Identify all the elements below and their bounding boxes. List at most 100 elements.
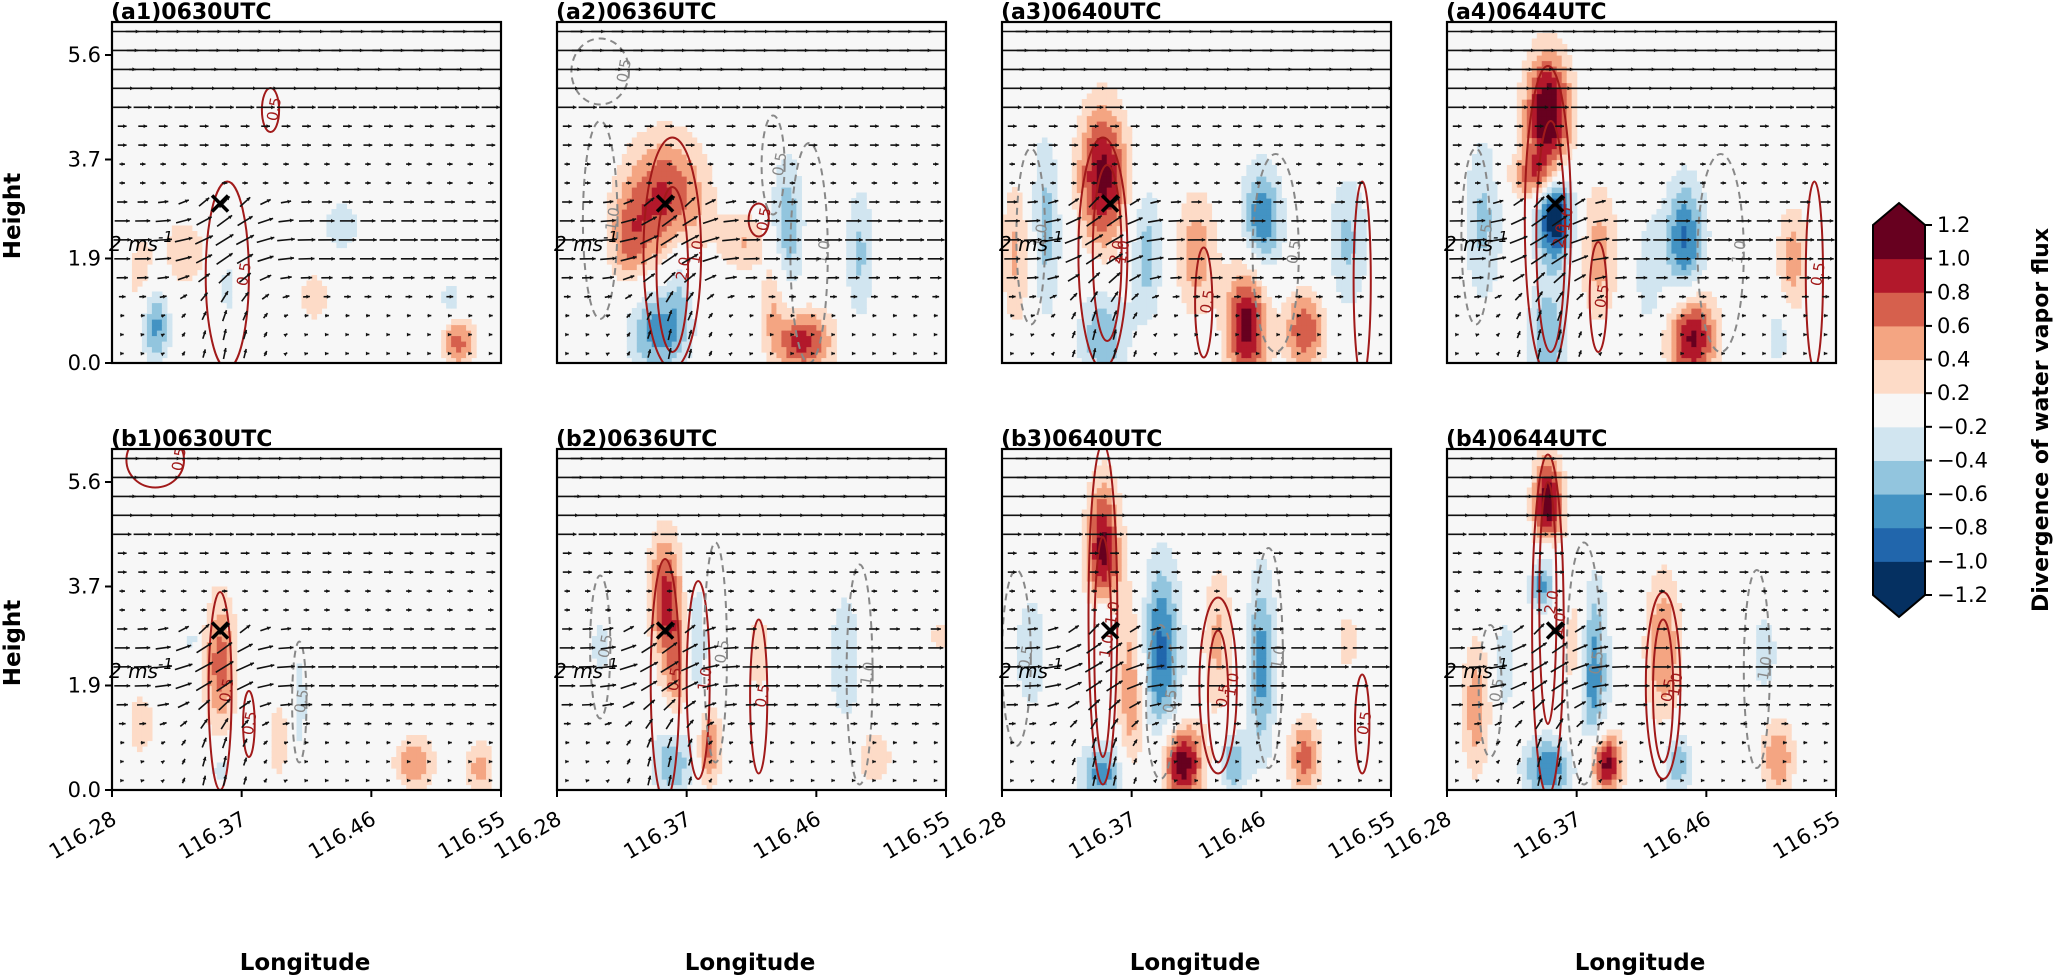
field-cell bbox=[616, 209, 623, 216]
contour-label: 2.0 bbox=[1106, 239, 1128, 266]
field-cell bbox=[1321, 341, 1327, 348]
wind-arrowhead bbox=[332, 105, 337, 110]
field-cell bbox=[631, 209, 638, 216]
field-cell bbox=[1106, 176, 1113, 183]
wind-arrowhead bbox=[1077, 255, 1082, 259]
field-cell bbox=[796, 225, 802, 232]
panel-plot-area: 1.02.00.51.00.5 bbox=[1002, 22, 1391, 363]
field-cell bbox=[1256, 313, 1262, 320]
field-cell bbox=[1101, 324, 1108, 331]
field-cell bbox=[1196, 302, 1203, 309]
field-cell bbox=[1116, 352, 1123, 359]
wind-arrowhead bbox=[1217, 143, 1222, 148]
field-cell bbox=[1071, 154, 1078, 161]
field-cell bbox=[671, 187, 678, 194]
field-cell bbox=[186, 264, 193, 271]
wind-arrowhead bbox=[875, 200, 880, 204]
field-cell bbox=[1231, 280, 1237, 287]
field-cell bbox=[796, 330, 802, 337]
wind-arrowhead bbox=[162, 294, 167, 299]
wind-arrowhead bbox=[187, 255, 192, 260]
wind-arrowhead bbox=[915, 294, 919, 299]
wind-arrowhead bbox=[1277, 181, 1282, 185]
field-cell bbox=[1356, 247, 1362, 254]
field-cell bbox=[1331, 231, 1337, 238]
field-cell bbox=[791, 313, 797, 320]
field-cell bbox=[676, 286, 683, 293]
field-cell bbox=[666, 319, 673, 326]
field-cell bbox=[1291, 357, 1297, 363]
field-cell bbox=[1301, 324, 1307, 331]
field-cell bbox=[1271, 209, 1277, 216]
field-cell bbox=[606, 242, 613, 249]
field-cell bbox=[831, 324, 837, 331]
field-cell bbox=[1206, 225, 1213, 232]
field-cell bbox=[1121, 159, 1128, 166]
wind-arrowhead bbox=[1320, 124, 1324, 129]
wind-arrowhead bbox=[368, 124, 373, 129]
field-cell bbox=[1106, 170, 1113, 177]
wind-arrowhead bbox=[1036, 218, 1041, 223]
wind-arrowhead bbox=[372, 256, 376, 261]
field-cell bbox=[1526, 357, 1533, 363]
wind-arrowhead bbox=[1338, 313, 1342, 318]
field-cell bbox=[1281, 352, 1287, 359]
field-cell bbox=[681, 280, 688, 287]
field-cell bbox=[621, 269, 628, 276]
field-cell bbox=[146, 302, 153, 309]
wind-arrowhead bbox=[851, 351, 856, 356]
wind-arrowhead bbox=[1222, 105, 1227, 110]
field-cell bbox=[1276, 253, 1282, 260]
field-cell bbox=[786, 253, 792, 260]
wind-arrowhead bbox=[900, 105, 904, 110]
field-cell bbox=[636, 137, 643, 144]
field-cell bbox=[1186, 280, 1193, 287]
field-cell bbox=[1091, 192, 1098, 199]
field-cell bbox=[666, 220, 673, 227]
field-cell bbox=[1121, 225, 1128, 232]
field-cell bbox=[1296, 286, 1302, 293]
field-cell bbox=[1091, 165, 1098, 172]
wind-arrowhead bbox=[771, 181, 775, 185]
field-cell bbox=[1046, 291, 1053, 298]
field-cell bbox=[676, 154, 683, 161]
wind-arrowhead bbox=[228, 253, 233, 257]
field-cell bbox=[1241, 291, 1247, 298]
field-cell bbox=[1311, 313, 1317, 320]
field-cell bbox=[1051, 247, 1058, 254]
field-cell bbox=[801, 313, 807, 320]
field-cell bbox=[1261, 258, 1267, 265]
field-cell bbox=[761, 341, 768, 348]
field-cell bbox=[1256, 297, 1262, 304]
field-cell bbox=[661, 170, 668, 177]
wind-arrowhead bbox=[872, 313, 877, 318]
field-cell bbox=[151, 291, 158, 298]
field-cell bbox=[1106, 242, 1113, 249]
field-cell bbox=[1241, 198, 1247, 205]
field-cell bbox=[1256, 324, 1262, 331]
field-cell bbox=[1041, 297, 1048, 304]
field-cell bbox=[1091, 148, 1098, 155]
field-cell bbox=[1221, 291, 1228, 298]
wind-arrowhead bbox=[496, 105, 500, 110]
field-cell bbox=[1261, 231, 1267, 238]
wind-arrowhead bbox=[917, 275, 921, 280]
wind-arrowhead bbox=[389, 124, 393, 129]
wind-arrowhead bbox=[203, 181, 207, 185]
wind-arrowhead bbox=[1378, 351, 1383, 356]
field-cell bbox=[1246, 220, 1252, 227]
field-cell bbox=[1341, 264, 1347, 271]
field-cell bbox=[1136, 242, 1143, 249]
wind-arrowhead bbox=[1050, 333, 1055, 337]
field-cell bbox=[1191, 258, 1198, 265]
field-cell bbox=[686, 242, 693, 249]
field-cell bbox=[1196, 297, 1203, 304]
field-cell bbox=[671, 346, 678, 353]
field-cell bbox=[636, 187, 643, 194]
field-cell bbox=[1096, 313, 1103, 320]
field-cell bbox=[851, 242, 857, 249]
field-cell bbox=[631, 170, 638, 177]
field-cell bbox=[1091, 110, 1098, 117]
field-cell bbox=[831, 346, 837, 353]
field-cell bbox=[1291, 341, 1297, 348]
